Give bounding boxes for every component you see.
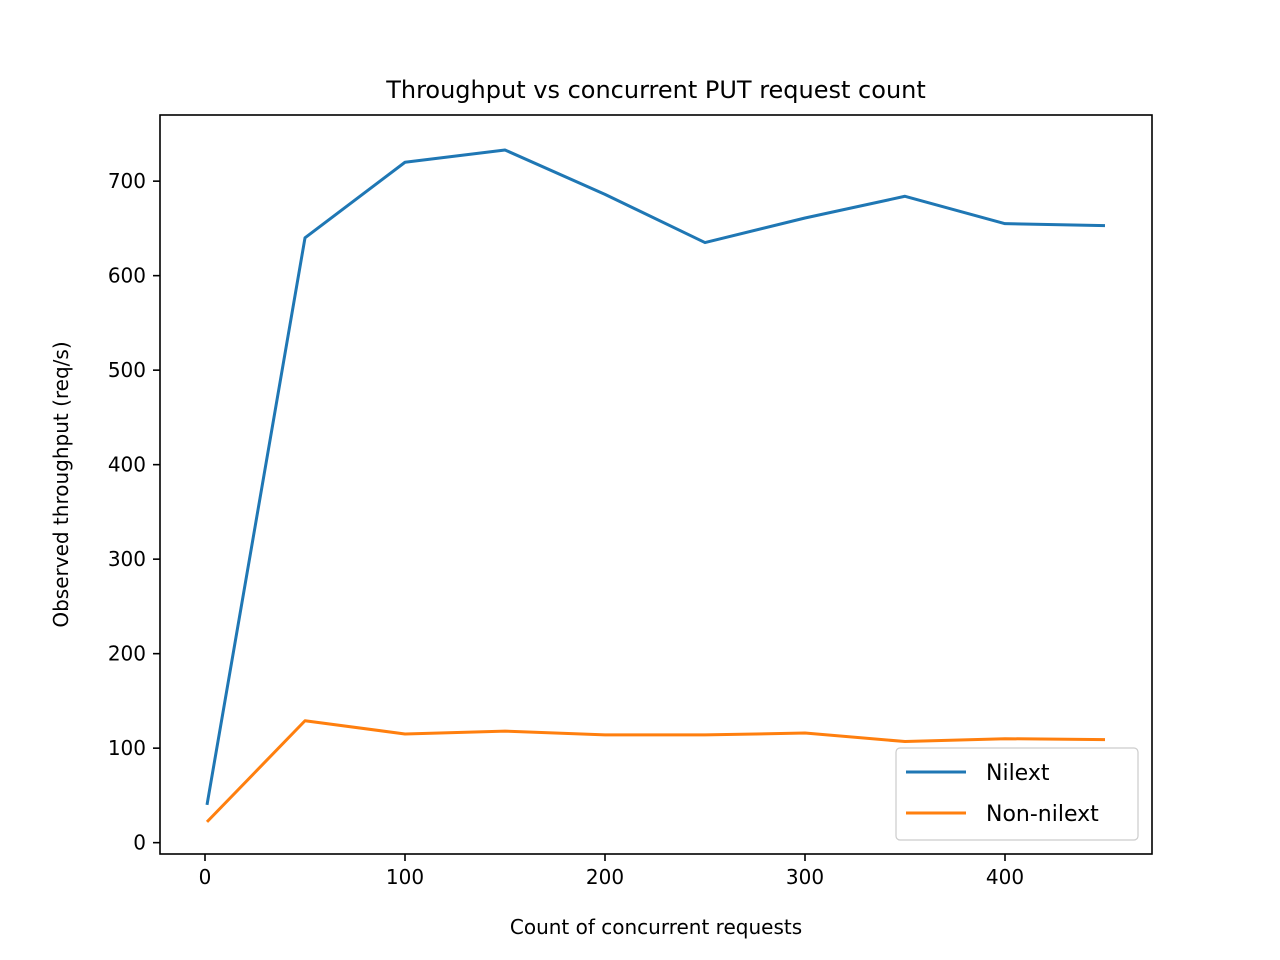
legend-label: Non-nilext bbox=[986, 802, 1099, 827]
x-tick-label: 200 bbox=[586, 865, 624, 889]
series-layer bbox=[205, 148, 1106, 823]
y-tick-label: 300 bbox=[108, 547, 146, 571]
y-tick-label: 200 bbox=[108, 642, 146, 666]
x-tick-label: 100 bbox=[386, 865, 424, 889]
y-axis-label: Observed throughput (req/s) bbox=[49, 341, 73, 627]
x-axis-label: Count of concurrent requests bbox=[510, 915, 802, 939]
y-tick-label: 500 bbox=[108, 358, 146, 382]
x-axis: 0 100 200 300 400 bbox=[199, 854, 1024, 889]
x-tick-label: 400 bbox=[986, 865, 1024, 889]
x-tick-label: 300 bbox=[786, 865, 824, 889]
y-tick-label: 400 bbox=[108, 453, 146, 477]
plot-area bbox=[159, 114, 1153, 855]
y-tick-label: 100 bbox=[108, 736, 146, 760]
legend: Nilext Non-nilext bbox=[895, 747, 1139, 841]
y-axis: 0 100 200 300 400 500 600 700 bbox=[108, 169, 160, 855]
y-tick-label: 700 bbox=[108, 169, 146, 193]
chart-title: Throughput vs concurrent PUT request cou… bbox=[385, 76, 926, 104]
plot-frame bbox=[159, 114, 1153, 855]
series-line-nilext bbox=[205, 148, 1106, 806]
y-tick-label: 0 bbox=[133, 831, 146, 855]
y-tick-label: 600 bbox=[108, 264, 146, 288]
series-line-non-nilext bbox=[205, 719, 1106, 823]
legend-label: Nilext bbox=[986, 761, 1050, 786]
x-tick-label: 0 bbox=[199, 865, 212, 889]
